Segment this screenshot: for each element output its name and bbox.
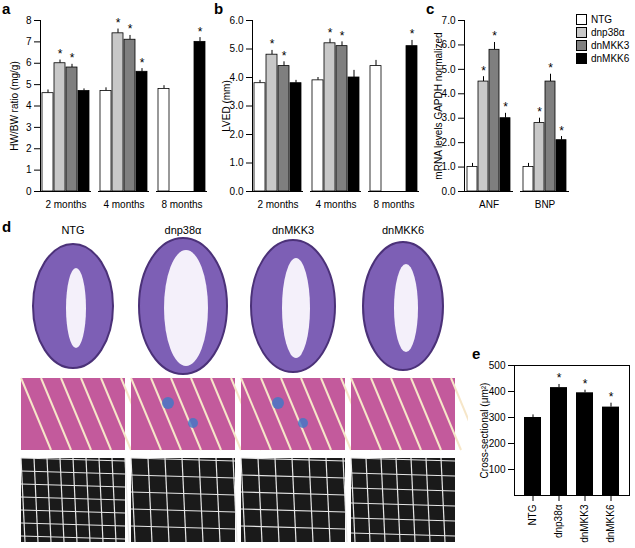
html-text:d: d xyxy=(2,218,12,235)
svg-text:NTG: NTG xyxy=(61,224,84,236)
svg-text:0.0: 0.0 xyxy=(442,186,456,197)
svg-text:*: * xyxy=(58,47,63,61)
svg-text:ANF: ANF xyxy=(479,199,499,210)
svg-text:HW/BW ratio (mg/g): HW/BW ratio (mg/g) xyxy=(9,61,20,150)
svg-text:200: 200 xyxy=(489,438,506,449)
svg-text:5: 5 xyxy=(26,79,32,90)
svg-text:BNP: BNP xyxy=(535,199,556,210)
svg-text:3.0: 3.0 xyxy=(442,112,456,123)
svg-text:500: 500 xyxy=(489,360,506,371)
html-text:c: c xyxy=(426,0,435,17)
svg-text:*: * xyxy=(559,124,564,138)
svg-text:*: * xyxy=(609,390,614,404)
svg-text:*: * xyxy=(328,26,333,40)
html-text:dnMKK6: dnMKK6 xyxy=(591,53,630,64)
svg-text:3.0: 3.0 xyxy=(230,100,244,111)
svg-text:*: * xyxy=(270,37,275,51)
svg-text:*: * xyxy=(492,29,497,43)
svg-text:8 months: 8 months xyxy=(373,199,414,210)
svg-text:6: 6 xyxy=(26,57,32,68)
svg-text:*: * xyxy=(583,377,588,391)
svg-text:dnMKK3: dnMKK3 xyxy=(272,224,314,236)
svg-text:2 months: 2 months xyxy=(257,199,298,210)
svg-text:*: * xyxy=(503,100,508,114)
svg-text:*: * xyxy=(128,22,133,36)
svg-text:3: 3 xyxy=(26,122,32,133)
svg-text:100: 100 xyxy=(489,464,506,475)
html-text:NTG: NTG xyxy=(591,14,613,25)
svg-text:0: 0 xyxy=(26,186,32,197)
svg-text:2: 2 xyxy=(26,143,32,154)
svg-text:*: * xyxy=(537,105,542,119)
html-text:e: e xyxy=(472,345,481,362)
svg-text:dnp38α: dnp38α xyxy=(553,504,564,538)
svg-text:7: 7 xyxy=(26,36,32,47)
svg-text:*: * xyxy=(548,61,553,75)
svg-text:5.0: 5.0 xyxy=(442,64,456,75)
svg-text:400: 400 xyxy=(489,386,506,397)
svg-text:*: * xyxy=(198,25,203,39)
html-text:dnMKK3: dnMKK3 xyxy=(591,40,630,51)
svg-text:*: * xyxy=(410,27,415,41)
html-text:b: b xyxy=(214,0,224,17)
svg-text:1.0: 1.0 xyxy=(442,161,456,172)
svg-text:LVED (mm): LVED (mm) xyxy=(221,80,232,131)
svg-text:dnMKK6: dnMKK6 xyxy=(605,504,616,543)
html-text:a: a xyxy=(2,0,11,17)
svg-text:*: * xyxy=(481,64,486,78)
svg-text:7.0: 7.0 xyxy=(442,15,456,26)
svg-text:mRNA levels GAPDH normalized: mRNA levels GAPDH normalized xyxy=(433,32,444,179)
svg-text:2.0: 2.0 xyxy=(230,129,244,140)
svg-text:8: 8 xyxy=(26,15,32,26)
svg-text:4.0: 4.0 xyxy=(230,72,244,83)
svg-text:0.0: 0.0 xyxy=(230,186,244,197)
svg-text:*: * xyxy=(140,56,145,70)
svg-text:*: * xyxy=(340,29,345,43)
svg-text:4: 4 xyxy=(26,100,32,111)
html-text:dnp38α: dnp38α xyxy=(591,27,625,38)
svg-text:6.0: 6.0 xyxy=(230,15,244,26)
svg-text:dnMKK3: dnMKK3 xyxy=(579,504,590,543)
svg-text:2.0: 2.0 xyxy=(442,137,456,148)
svg-text:4.0: 4.0 xyxy=(442,88,456,99)
svg-text:8 months: 8 months xyxy=(161,199,202,210)
svg-text:4 months: 4 months xyxy=(103,199,144,210)
svg-text:300: 300 xyxy=(489,412,506,423)
svg-text:4 months: 4 months xyxy=(315,199,356,210)
svg-text:6.0: 6.0 xyxy=(442,39,456,50)
svg-text:*: * xyxy=(282,49,287,63)
svg-text:Cross-sectional (μm²): Cross-sectional (μm²) xyxy=(479,383,490,479)
svg-text:*: * xyxy=(557,371,562,385)
svg-text:dnMKK6: dnMKK6 xyxy=(382,224,424,236)
svg-text:dnp38α: dnp38α xyxy=(165,224,203,236)
svg-text:2 months: 2 months xyxy=(45,199,86,210)
svg-text:*: * xyxy=(70,51,75,65)
svg-text:NTG: NTG xyxy=(527,504,538,525)
svg-text:*: * xyxy=(116,16,121,30)
svg-text:5.0: 5.0 xyxy=(230,43,244,54)
svg-text:1: 1 xyxy=(26,164,32,175)
svg-text:1.0: 1.0 xyxy=(230,157,244,168)
